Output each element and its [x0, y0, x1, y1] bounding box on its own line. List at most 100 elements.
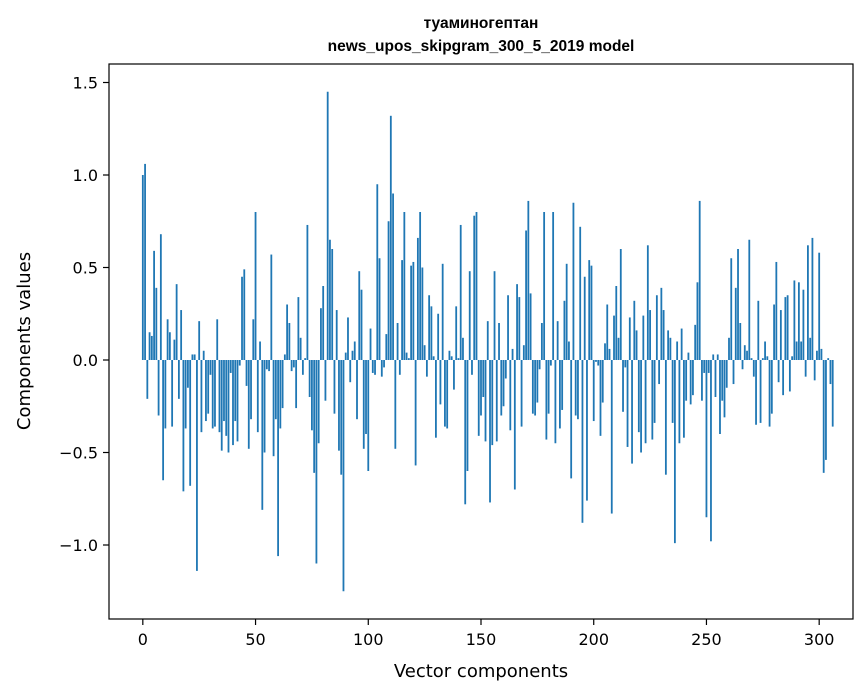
bar-component-133: [441, 263, 444, 360]
bar-component-62: [281, 360, 284, 409]
bar-component-188: [565, 263, 568, 360]
bar-component-84: [331, 249, 334, 360]
bar-component-251: [707, 360, 710, 373]
bar-component-9: [162, 360, 165, 481]
bar-component-64: [286, 304, 289, 360]
y-tick-label: 1.5: [73, 74, 98, 93]
bar-component-46: [245, 360, 248, 386]
bar-component-98: [362, 360, 365, 449]
bar-component-58: [272, 360, 275, 457]
bar-component-288: [791, 356, 794, 360]
bar-component-167: [518, 297, 521, 360]
y-tick-label: 0.5: [73, 259, 98, 278]
bar-component-222: [642, 315, 645, 360]
bar-component-294: [804, 360, 807, 377]
bar-component-77: [315, 360, 318, 564]
bar-component-234: [669, 337, 672, 360]
bar-component-7: [157, 360, 160, 416]
bar-component-154: [489, 360, 491, 503]
bar-component-106: [380, 360, 383, 377]
bar-component-257: [721, 360, 724, 401]
bar-component-57: [270, 254, 273, 360]
bar-component-96: [358, 271, 361, 360]
bar-component-11: [166, 319, 169, 360]
x-tick-label: 300: [804, 630, 835, 649]
bar-component-137: [450, 356, 453, 360]
bar-component-226: [651, 360, 654, 440]
bar-component-156: [493, 271, 496, 360]
bar-component-295: [807, 245, 809, 360]
bar-component-263: [734, 287, 737, 360]
bar-component-287: [788, 360, 791, 392]
bar-component-130: [435, 360, 437, 438]
bar-component-216: [628, 317, 631, 360]
bar-component-243: [689, 360, 692, 405]
bar-component-87: [338, 360, 340, 451]
bar-component-15: [175, 284, 178, 360]
bar-component-283: [779, 310, 782, 360]
bar-component-273: [757, 300, 760, 360]
bar-component-290: [795, 341, 798, 360]
bar-component-75: [311, 360, 313, 431]
bar-component-140: [457, 358, 460, 360]
bar-component-281: [775, 261, 778, 360]
bar-component-268: [746, 350, 748, 360]
bar-component-230: [660, 287, 663, 360]
bar-component-8: [159, 234, 162, 360]
x-tick-label: 150: [466, 630, 497, 649]
bar-component-169: [522, 345, 525, 360]
bar-component-264: [737, 249, 739, 360]
bar-component-144: [466, 360, 469, 471]
chart-subtitle: news_upos_skipgram_300_5_2019 model: [328, 38, 635, 55]
bar-component-79: [320, 308, 322, 360]
bar-component-120: [412, 261, 415, 360]
bar-component-219: [635, 330, 638, 360]
bar-component-50: [254, 212, 257, 360]
bar-component-244: [692, 360, 694, 396]
bar-component-36: [223, 360, 225, 422]
bar-component-291: [797, 282, 800, 360]
bar-component-13: [171, 360, 174, 427]
bar-component-194: [579, 226, 582, 360]
bar-component-195: [581, 360, 584, 523]
bar-component-16: [177, 360, 180, 399]
bar-component-70: [299, 337, 302, 360]
bar-component-95: [356, 360, 358, 420]
bar-component-155: [491, 360, 494, 446]
x-tick-label: 200: [578, 630, 609, 649]
x-tick-label: 50: [245, 630, 265, 649]
bar-component-231: [662, 310, 665, 360]
bar-component-53: [261, 360, 264, 510]
bar-component-100: [367, 360, 370, 471]
bar-component-171: [527, 200, 530, 360]
bar-component-164: [511, 348, 514, 360]
bar-component-24: [196, 360, 198, 571]
bar-component-270: [750, 358, 753, 360]
bar-component-191: [572, 202, 575, 360]
bar-component-282: [777, 360, 780, 383]
bar-component-135: [446, 360, 449, 429]
bar-component-254: [714, 360, 717, 397]
bar-component-141: [459, 224, 462, 360]
bar-component-54: [263, 360, 266, 453]
bar-component-134: [444, 360, 446, 427]
bar-component-163: [509, 360, 512, 431]
bar-component-2: [146, 360, 149, 399]
bar-component-259: [725, 360, 728, 388]
bar-component-202: [597, 360, 600, 366]
bar-component-241: [685, 360, 688, 401]
bar-component-201: [595, 360, 597, 362]
bar-component-186: [561, 360, 564, 410]
bar-component-174: [534, 360, 537, 416]
bar-component-292: [800, 341, 803, 360]
bar-component-119: [410, 265, 413, 360]
bar-component-215: [626, 360, 629, 447]
bar-component-159: [500, 360, 503, 416]
bar-component-1: [144, 163, 146, 360]
bar-component-306: [831, 360, 834, 427]
bar-component-258: [723, 360, 726, 418]
bar-component-28: [205, 360, 207, 422]
bar-component-220: [637, 360, 640, 433]
y-tick-label: 0.0: [73, 351, 98, 370]
bar-component-305: [829, 360, 832, 385]
